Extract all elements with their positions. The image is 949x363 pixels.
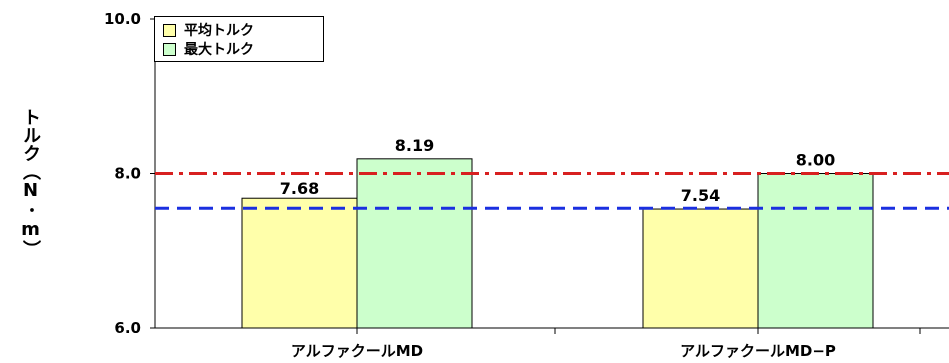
x-tick-label: アルファクールMD bbox=[291, 342, 423, 360]
y-tick-label: 8.0 bbox=[114, 165, 141, 183]
bar bbox=[356, 158, 473, 329]
legend-swatch-max bbox=[163, 42, 176, 56]
legend: 平均トルク 最大トルク bbox=[154, 16, 324, 62]
legend-swatch-avg bbox=[163, 23, 176, 37]
y-axis-label: トルク（N･m） bbox=[20, 108, 41, 258]
data-label: 8.00 bbox=[796, 151, 835, 170]
legend-item-max: 最大トルク bbox=[163, 40, 254, 58]
bar bbox=[241, 197, 358, 329]
legend-label-max: 最大トルク bbox=[184, 42, 254, 58]
data-label: 7.54 bbox=[681, 186, 720, 205]
legend-label-avg: 平均トルク bbox=[184, 23, 254, 39]
x-tick-label: アルファクールMD−P bbox=[680, 342, 836, 360]
bar bbox=[642, 208, 759, 329]
y-tick-label: 10.0 bbox=[104, 10, 141, 28]
y-tick-label: 6.0 bbox=[114, 319, 141, 337]
legend-item-avg: 平均トルク bbox=[163, 21, 254, 39]
data-label: 7.68 bbox=[280, 179, 319, 198]
data-label: 8.19 bbox=[395, 136, 434, 155]
bar bbox=[757, 173, 874, 329]
